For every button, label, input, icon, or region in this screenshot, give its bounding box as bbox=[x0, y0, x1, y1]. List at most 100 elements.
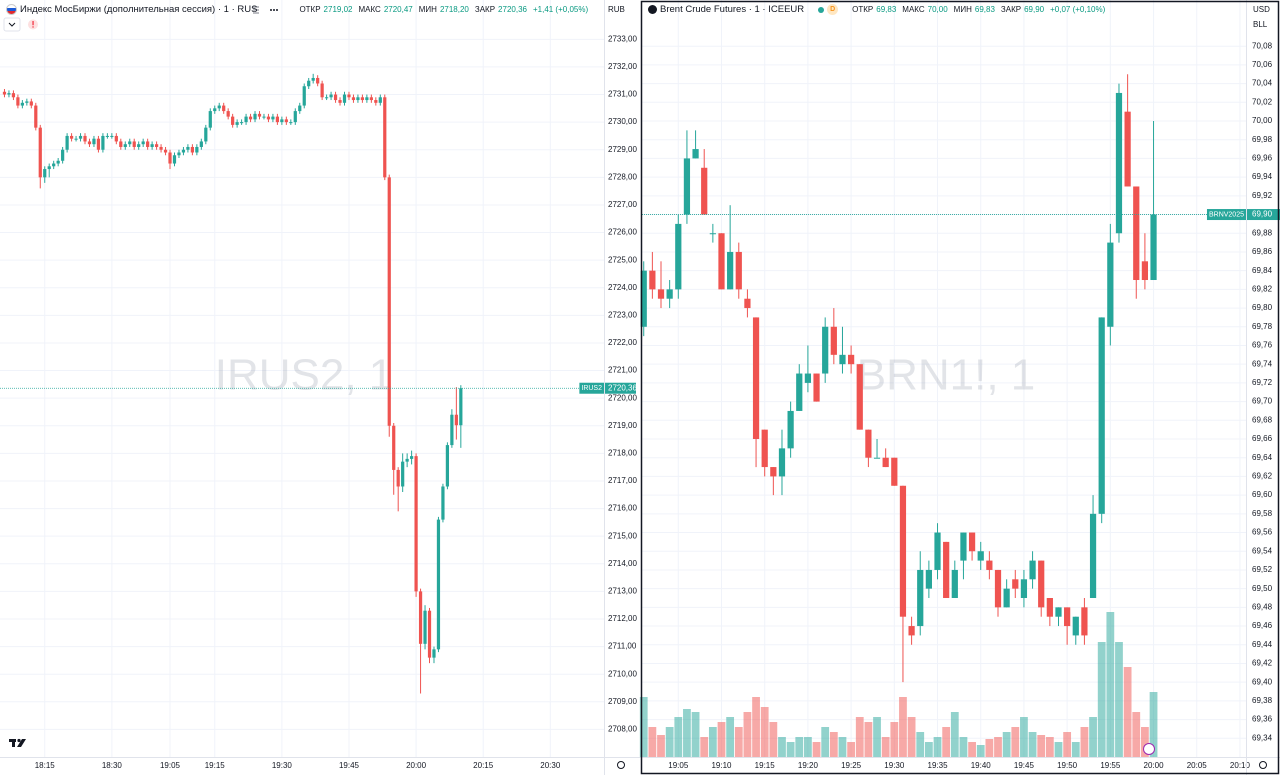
legend-value: 69,83 bbox=[876, 5, 897, 14]
candle-body bbox=[307, 80, 311, 87]
candle-body bbox=[1098, 317, 1105, 514]
y-tick-label: 2717,00 bbox=[608, 476, 637, 485]
candle-body bbox=[396, 469, 400, 487]
left-legend: Индекс МосБиржи (дополнительная сессия) … bbox=[6, 4, 588, 15]
candle-body bbox=[1089, 513, 1097, 599]
y-tick-label: 70,04 bbox=[1252, 79, 1273, 88]
candle-body bbox=[213, 108, 217, 112]
candle-body bbox=[830, 326, 837, 355]
y-tick-label: 2721,00 bbox=[608, 366, 637, 375]
volume-bar bbox=[890, 722, 899, 757]
candle-body bbox=[450, 414, 454, 446]
volume-bar bbox=[873, 717, 881, 757]
x-tick-label: 19:05 bbox=[668, 761, 689, 770]
candle-body bbox=[882, 457, 889, 468]
candle-body bbox=[114, 135, 118, 142]
volume-bar bbox=[743, 712, 752, 757]
volume-bar bbox=[1123, 667, 1132, 757]
volume-bar bbox=[804, 737, 812, 757]
candle-body bbox=[61, 149, 65, 161]
x-tick-label: 20:10 bbox=[1230, 761, 1251, 770]
candle-body bbox=[293, 111, 297, 123]
volume-bar bbox=[907, 717, 916, 757]
candle-body bbox=[320, 83, 324, 98]
candle-body bbox=[392, 425, 396, 470]
candle-body bbox=[78, 135, 83, 139]
settings-icon[interactable] bbox=[617, 761, 625, 769]
y-tick-label: 2722,00 bbox=[608, 338, 637, 347]
volume-bar bbox=[838, 737, 847, 757]
y-tick-label: 2725,00 bbox=[608, 255, 637, 264]
x-tick-label: 18:15 bbox=[35, 761, 56, 770]
last-symbol-label: IRUS2 bbox=[581, 385, 602, 392]
y-tick-label: 69,72 bbox=[1252, 378, 1273, 387]
candle-body bbox=[47, 166, 51, 170]
candle-body bbox=[316, 77, 320, 84]
currency-label[interactable]: RUB bbox=[608, 5, 625, 14]
candle-body bbox=[128, 141, 132, 145]
candle-body bbox=[1115, 92, 1123, 234]
x-tick-label: 19:30 bbox=[272, 761, 293, 770]
candle-body bbox=[899, 485, 907, 617]
more-icon[interactable] bbox=[270, 9, 272, 11]
market-status[interactable] bbox=[818, 6, 825, 13]
candle-body bbox=[960, 532, 967, 561]
volume-bar bbox=[812, 742, 821, 757]
y-tick-label: 69,60 bbox=[1252, 490, 1273, 499]
candle-body bbox=[752, 317, 760, 440]
candle-body bbox=[159, 146, 163, 150]
candle-body bbox=[190, 146, 194, 153]
x-tick-label: 19:45 bbox=[339, 761, 360, 770]
volume-bar bbox=[933, 737, 942, 757]
event-marker[interactable] bbox=[1143, 743, 1155, 755]
warning-mark bbox=[32, 21, 34, 26]
legend-key: МИН bbox=[418, 5, 437, 14]
candle-body bbox=[150, 144, 154, 147]
volume-bar bbox=[924, 742, 933, 757]
candle-body bbox=[925, 569, 932, 589]
settings-icon[interactable] bbox=[1259, 761, 1267, 769]
more-icon bbox=[276, 9, 278, 11]
y-tick-label: 70,08 bbox=[1252, 41, 1273, 50]
volume-bar bbox=[864, 722, 873, 757]
symbol-title[interactable]: Brent Crude Futures · 1 · ICEEUR bbox=[660, 4, 805, 15]
y-tick-label: 2714,00 bbox=[608, 559, 637, 568]
candle-body bbox=[683, 158, 691, 215]
candle-body bbox=[253, 113, 257, 120]
volume-bar bbox=[881, 737, 890, 757]
volume-bar bbox=[674, 717, 683, 757]
collapse-button[interactable] bbox=[3, 17, 21, 32]
lines-icon[interactable] bbox=[253, 6, 259, 14]
delay-badge[interactable]: D bbox=[827, 4, 839, 15]
candle-body bbox=[692, 149, 699, 159]
volume-bar bbox=[760, 707, 769, 757]
volume-bar bbox=[968, 742, 976, 757]
candle-body bbox=[69, 135, 74, 139]
symbol-title[interactable]: Индекс МосБиржи (дополнительная сессия) … bbox=[20, 4, 258, 15]
last-price-label: 2720,36 bbox=[608, 383, 637, 392]
candle-body bbox=[454, 414, 458, 426]
candle-body bbox=[11, 93, 16, 98]
y-tick-label: 2726,00 bbox=[608, 228, 637, 237]
candle-body bbox=[25, 101, 29, 103]
candle-body bbox=[275, 116, 280, 123]
candle-body bbox=[778, 448, 786, 477]
volume-bar bbox=[1132, 712, 1141, 757]
y-tick-label: 69,84 bbox=[1252, 266, 1273, 275]
candle-body bbox=[137, 144, 141, 147]
volume-bar bbox=[691, 712, 700, 757]
candle-body bbox=[20, 102, 24, 106]
candle-body bbox=[718, 233, 725, 290]
x-tick-label: 19:45 bbox=[1014, 761, 1035, 770]
unit-label[interactable]: BLL bbox=[1253, 20, 1268, 29]
candle-body bbox=[383, 97, 387, 178]
volume-bar bbox=[829, 732, 838, 757]
candle-body bbox=[110, 135, 114, 137]
y-tick-label: 69,82 bbox=[1252, 284, 1273, 293]
candle-body bbox=[204, 127, 208, 142]
candle-body bbox=[865, 429, 872, 458]
candle-body bbox=[52, 163, 56, 167]
y-tick-label: 70,02 bbox=[1252, 97, 1273, 106]
currency-label[interactable]: USD bbox=[1253, 5, 1270, 14]
